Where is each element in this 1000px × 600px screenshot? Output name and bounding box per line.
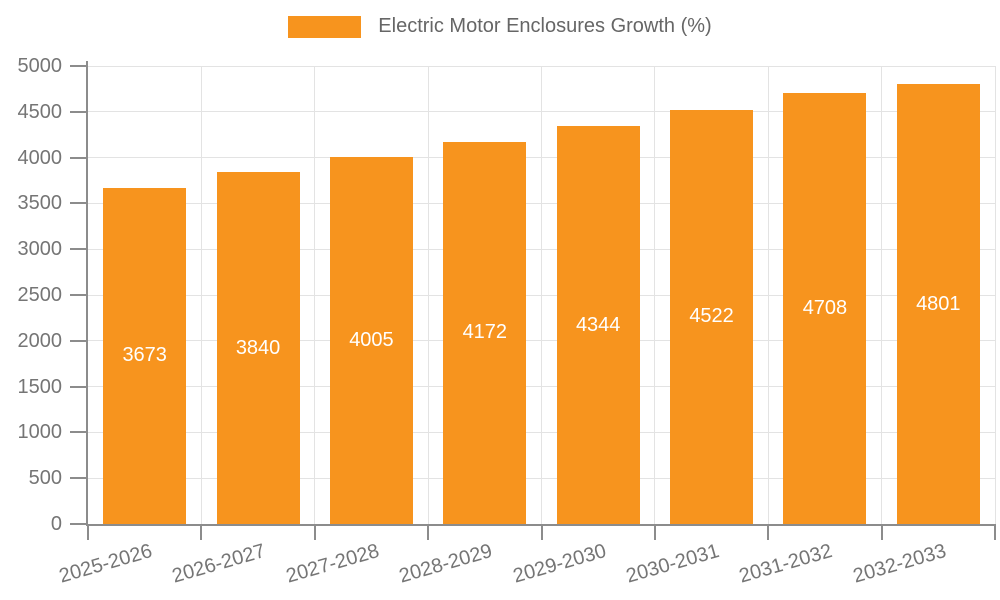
x-tick <box>313 524 316 540</box>
y-tick <box>70 65 86 67</box>
y-tick-label: 1000 <box>17 421 63 444</box>
y-axis-line <box>86 61 88 524</box>
x-tick <box>653 524 656 540</box>
y-tick-label: 0 <box>50 513 62 535</box>
bar-value-label: 3840 <box>235 336 281 359</box>
legend-label: Electric Motor Enclosures Growth (%) <box>378 15 712 37</box>
bar: 4005 <box>329 157 413 524</box>
y-tick <box>70 110 86 113</box>
bar: 4801 <box>896 84 980 524</box>
x-tick <box>87 524 89 540</box>
x-tick-label: 2027-2028 <box>283 540 382 588</box>
bar-value-label: 4801 <box>916 292 961 315</box>
x-tick <box>994 524 996 540</box>
gridline-v <box>767 66 769 524</box>
x-tick <box>880 524 883 540</box>
x-tick-label: 2026-2027 <box>170 540 269 588</box>
y-tick-label: 2000 <box>17 329 63 352</box>
axis-layer: 0 500 1000 1500 2000 2500 3000 3500 4000 4500 5000… <box>18 55 996 588</box>
y-tick <box>70 431 86 434</box>
x-tick-label: 2030-2031 <box>623 540 722 588</box>
plot-area: 3673 3840 4005 4172 4344 4522 4708 4801 0 500 100… <box>18 55 996 588</box>
y-tick <box>70 202 86 205</box>
legend: Electric Motor Enclosures Growth (%) <box>0 15 1000 38</box>
y-tick-label: 4500 <box>17 100 63 123</box>
bar-value-label: 4172 <box>462 321 508 344</box>
x-tick-label: 2031-2032 <box>736 540 836 588</box>
y-tick <box>70 477 86 480</box>
y-tick <box>70 339 86 342</box>
gridline-v <box>541 66 542 524</box>
gridline-v <box>994 66 996 524</box>
bar: 3673 <box>103 187 187 524</box>
legend-item[interactable]: Electric Motor Enclosures Growth (%) <box>288 15 712 38</box>
x-tick <box>767 524 770 540</box>
y-tick-label: 2500 <box>17 284 63 306</box>
x-tick-label: 2032-2033 <box>850 540 949 588</box>
bar: 4172 <box>443 141 527 524</box>
x-tick <box>200 524 203 540</box>
x-tick-label: 2028-2029 <box>396 540 495 588</box>
x-tick <box>540 524 543 540</box>
y-tick <box>70 385 86 388</box>
y-tick <box>70 294 86 296</box>
y-tick-label: 500 <box>28 467 62 490</box>
y-tick-label: 4000 <box>17 146 63 169</box>
y-tick-label: 3000 <box>17 238 63 261</box>
grid-layer <box>88 65 996 524</box>
gridline-v <box>314 66 316 524</box>
gridline-v <box>427 66 429 524</box>
gridline-v <box>654 66 656 524</box>
bars-layer: 3673 3840 4005 4172 4344 4522 4708 4801 <box>88 66 995 524</box>
bar-value-label: 4708 <box>802 296 848 319</box>
bar-value-label: 4005 <box>349 329 394 352</box>
x-tick <box>427 524 430 540</box>
legend-swatch-icon <box>288 15 362 38</box>
bar: 4344 <box>556 126 640 524</box>
gridline-v <box>881 66 883 524</box>
y-tick <box>70 248 86 251</box>
y-tick-label: 5000 <box>17 55 63 77</box>
y-tick <box>70 523 86 525</box>
y-tick-label: 3500 <box>17 192 63 215</box>
bar-value-label: 4344 <box>575 313 621 336</box>
bar: 4522 <box>670 109 754 524</box>
y-tick <box>70 156 86 159</box>
bar: 3840 <box>216 172 300 524</box>
x-tick-label: 2029-2030 <box>510 540 609 588</box>
bar-value-label: 4522 <box>689 305 734 328</box>
y-tick-label: 1500 <box>17 375 63 398</box>
bar-value-label: 3673 <box>122 344 167 367</box>
gridline-v <box>200 66 202 524</box>
bar: 4708 <box>783 92 867 524</box>
x-tick-label: 2025-2026 <box>56 540 155 588</box>
